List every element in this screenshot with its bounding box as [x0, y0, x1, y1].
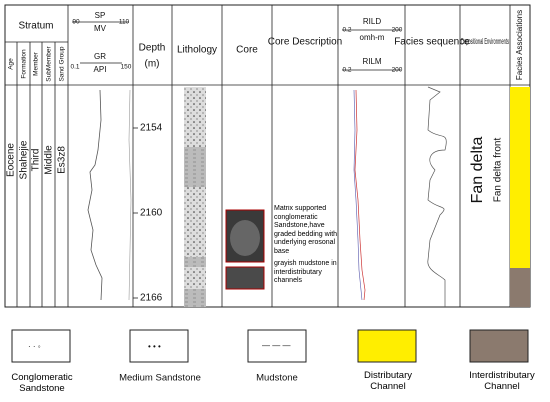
gr-max: 150 — [121, 64, 132, 71]
environment-main: Fan delta — [469, 137, 486, 204]
depth-tick-marks — [133, 127, 138, 299]
core-description-box: Matrix supported conglomeratic Sandstone… — [274, 205, 338, 284]
log-frame — [4, 4, 531, 308]
core-description: Matrix supported conglomeratic Sandstone… — [274, 205, 338, 255]
gr-curve — [128, 89, 132, 301]
distributary-channel-band — [510, 87, 530, 268]
header-core-description: Core Description — [268, 37, 342, 48]
legend-swatch — [357, 329, 417, 363]
rild-min: 0.2 — [342, 27, 351, 34]
core-photo-detail — [230, 220, 260, 256]
header-sand-group: Sand Group — [59, 46, 66, 81]
rilm-max: 200 — [392, 67, 403, 74]
legend-symbol: · · ◦ — [28, 342, 41, 351]
legend-label: Mudstone — [256, 373, 298, 384]
header-facies-associations: Facies Associations — [515, 10, 524, 80]
header-submember: SubMember — [46, 45, 53, 81]
legend-label: Distributary Channel — [363, 370, 413, 392]
legend-swatch — [129, 329, 189, 363]
legend-symbol: • • • — [148, 342, 161, 351]
header-formation: Formation — [21, 49, 28, 79]
sp-unit: MV — [94, 24, 107, 33]
sp-max: 110 — [119, 19, 130, 26]
legend-swatch — [247, 329, 307, 363]
legend-symbol: — — — — [262, 341, 290, 350]
header-depth: Depth — [139, 43, 166, 54]
rilm-label: RILM — [362, 57, 381, 66]
stratum-age: Eocene — [6, 143, 17, 177]
legend-swatch — [469, 329, 529, 363]
header-stratum: Stratum — [18, 21, 53, 32]
rild-curve — [354, 89, 366, 301]
gr-unit: API — [94, 65, 107, 74]
sp-label: SP — [95, 11, 106, 20]
gr-label: GR — [94, 52, 106, 61]
depth-tick: 2166 — [140, 293, 163, 304]
rild-max: 200 — [392, 27, 403, 34]
header-lithology: Lithology — [177, 45, 217, 56]
rilm-min: 0.2 — [342, 67, 351, 74]
core-description: grayish mudstone in interdistributary ch… — [274, 260, 337, 284]
sp-curve — [87, 89, 103, 301]
depth-tick: 2160 — [140, 208, 163, 219]
header-depth-unit: (m) — [145, 59, 160, 70]
rilm-curve — [353, 89, 363, 301]
gr-min: 0.1 — [70, 64, 79, 71]
legend-label: Conglomeratic Sandstone — [11, 372, 73, 394]
legend-label-box: Conglomeratic Sandstone — [11, 372, 73, 394]
lithology-column — [184, 87, 206, 307]
core-photo — [225, 266, 265, 290]
depth-tick: 2154 — [140, 123, 163, 134]
interdistributary-channel-band — [510, 268, 530, 307]
environment-sub: Fan delta front — [493, 138, 504, 203]
stratum-member: Third — [31, 149, 42, 172]
legend-swatch — [11, 329, 71, 363]
column-lines — [5, 5, 530, 307]
header-core: Core — [236, 45, 258, 56]
header-facies-sequence: Facies sequence — [394, 37, 470, 48]
stratum-sand-group: Es3z8 — [57, 146, 68, 174]
legend-label: Medium Sandstone — [119, 373, 201, 384]
header-age: Age — [8, 58, 15, 70]
legend-label-box: Distributary Channel — [363, 370, 413, 392]
facies-sequence-curve — [427, 86, 447, 307]
sp-min: 90 — [72, 19, 80, 26]
rild-label: RILD — [363, 17, 381, 26]
stratum-submember: Middle — [44, 145, 55, 175]
header-member: Member — [33, 51, 40, 76]
legend-label: Interdistributary Channel — [469, 370, 535, 392]
stratum-formation: Shahejie — [19, 140, 30, 179]
legend-label-box: Interdistributary Channel — [469, 370, 535, 392]
header-depositional-environments: Depositional Environments — [461, 37, 509, 46]
rild-unit: omh-m — [360, 33, 385, 42]
